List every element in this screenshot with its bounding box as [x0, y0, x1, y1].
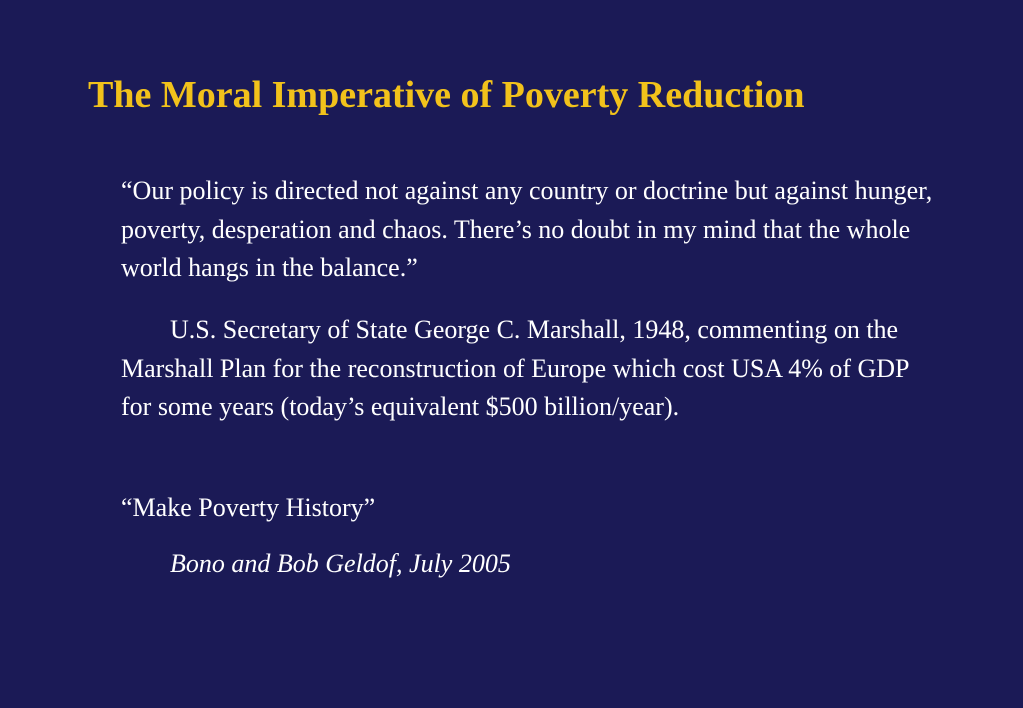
make-poverty-history-quote: “Make Poverty History”: [121, 493, 376, 522]
marshall-quote: “Our policy is directed not against any …: [121, 176, 933, 282]
slide-title: The Moral Imperative of Poverty Reductio…: [88, 74, 805, 116]
marshall-attribution: U.S. Secretary of State George C. Marsha…: [121, 315, 909, 421]
bono-geldof-attribution: Bono and Bob Geldof, July 2005: [170, 549, 511, 578]
